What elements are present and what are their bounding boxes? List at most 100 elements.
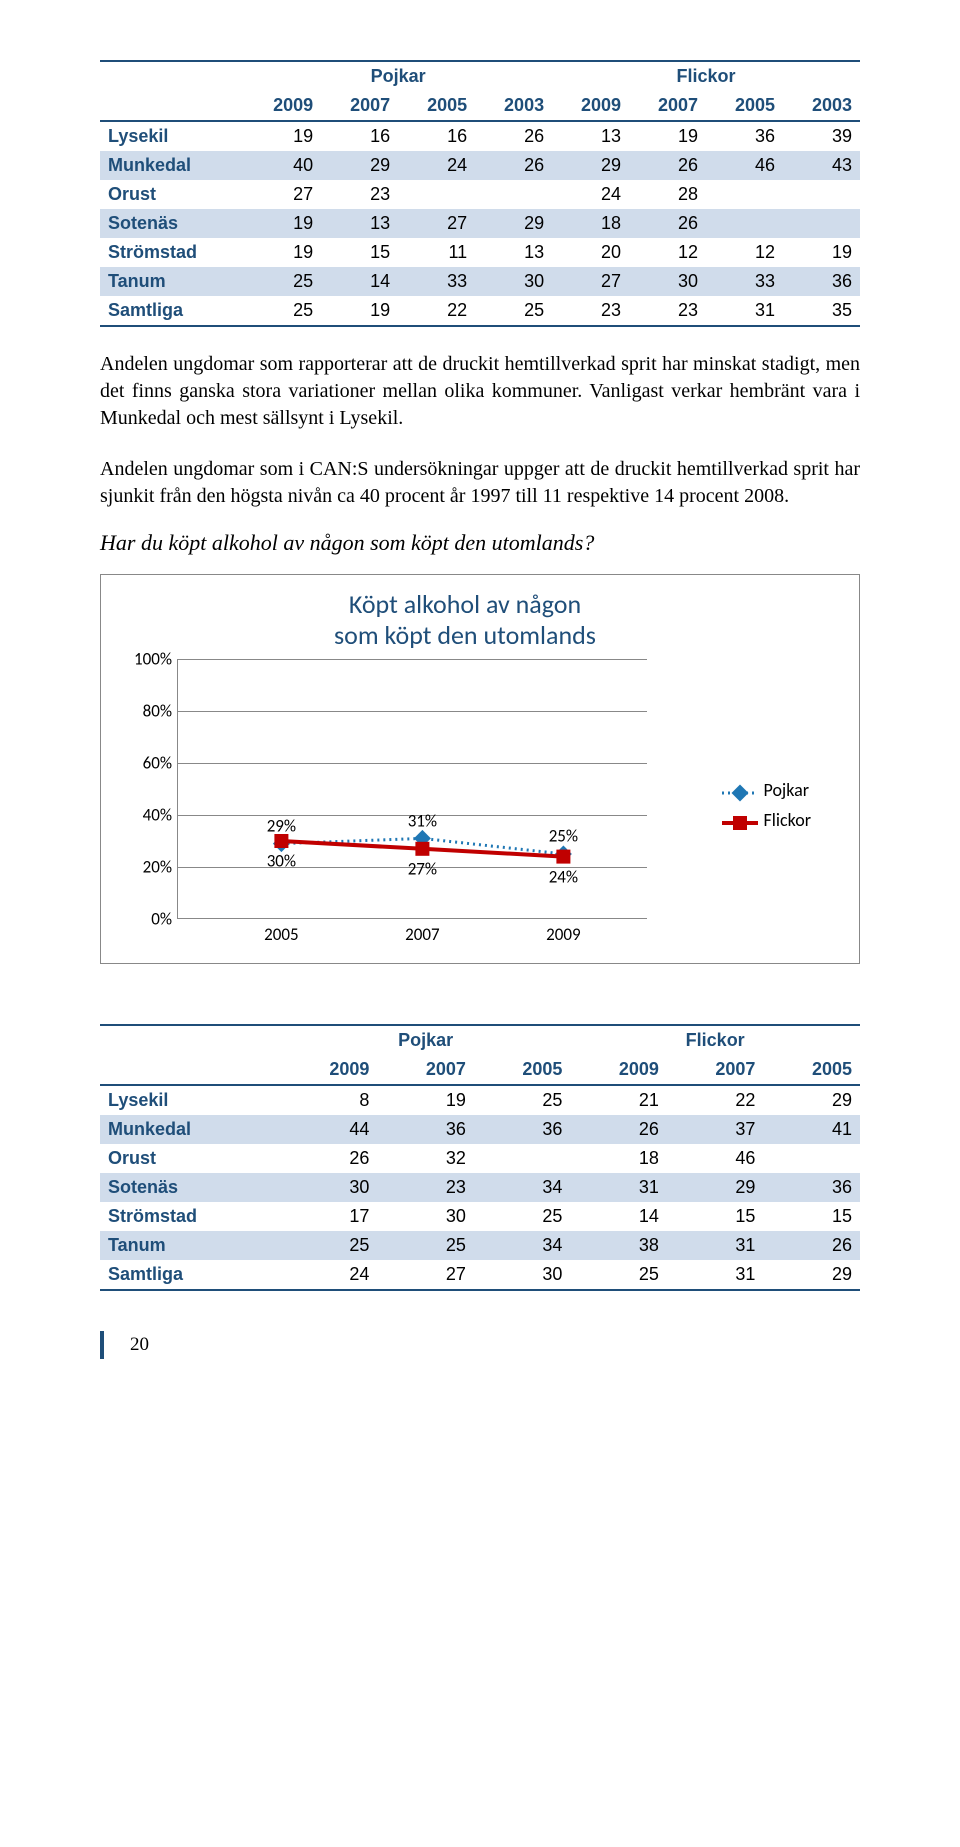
table-cell: 14 (321, 267, 398, 296)
table-cell (706, 180, 783, 209)
table-cell: 27 (398, 209, 475, 238)
table-cell: 19 (244, 209, 321, 238)
table-cell: 25 (475, 296, 552, 326)
table-cell: 20 (552, 238, 629, 267)
chart-title-line1: Köpt alkohol av någon (349, 588, 581, 620)
table-cell: Strömstad (100, 1202, 281, 1231)
table-row: Munkedal4029242629264643 (100, 151, 860, 180)
table-cell: 36 (763, 1173, 860, 1202)
chart-plot: 0%20%40%60%80%100%20052007200929%31%25%3… (177, 659, 702, 949)
column-header: 2005 (763, 1055, 860, 1085)
legend-label: Pojkar (764, 779, 810, 801)
y-tick-label: 20% (143, 857, 172, 878)
table-cell: 31 (570, 1173, 667, 1202)
table-cell: 8 (281, 1085, 378, 1115)
table-cell: 26 (475, 121, 552, 151)
table-cell: 15 (667, 1202, 764, 1231)
table-cell: 13 (475, 238, 552, 267)
table-cell: 30 (474, 1260, 571, 1290)
table-cell: 19 (629, 121, 706, 151)
data-label: 31% (408, 810, 437, 831)
table-cell: 25 (377, 1231, 474, 1260)
table-cell: 15 (321, 238, 398, 267)
table-cell: 30 (377, 1202, 474, 1231)
table-cell: 12 (706, 238, 783, 267)
table-cell: 36 (706, 121, 783, 151)
table-row: Munkedal443636263741 (100, 1115, 860, 1144)
table-cell: 19 (377, 1085, 474, 1115)
column-header: 2005 (706, 91, 783, 121)
table-cell: 44 (281, 1115, 378, 1144)
table-cell: Samtliga (100, 1260, 281, 1290)
table-cell: Munkedal (100, 1115, 281, 1144)
table-row: Sotenäs191327291826 (100, 209, 860, 238)
table-cell: 26 (629, 209, 706, 238)
table-row: Strömstad1915111320121219 (100, 238, 860, 267)
table-cell: 27 (552, 267, 629, 296)
table-cell: 17 (281, 1202, 378, 1231)
table-cell: 29 (763, 1085, 860, 1115)
column-header: 2003 (475, 91, 552, 121)
table-cell: 16 (321, 121, 398, 151)
table-cell: 26 (763, 1231, 860, 1260)
column-header: 2005 (398, 91, 475, 121)
table-row: Lysekil1916162613193639 (100, 121, 860, 151)
table-cell: 22 (667, 1085, 764, 1115)
table-row: Sotenäs302334312936 (100, 1173, 860, 1202)
table-cell: 23 (629, 296, 706, 326)
column-header (100, 1055, 281, 1085)
table-cell: 36 (377, 1115, 474, 1144)
table-cell: 46 (706, 151, 783, 180)
table-row: Samtliga2519222523233135 (100, 296, 860, 326)
table-cell: 32 (377, 1144, 474, 1173)
column-header: 2007 (667, 1055, 764, 1085)
y-tick-label: 40% (143, 805, 172, 826)
table-cell: Orust (100, 180, 244, 209)
table-cell: 12 (629, 238, 706, 267)
data-label: 25% (549, 826, 578, 847)
table-cell: Sotenäs (100, 1173, 281, 1202)
table-cell: 23 (321, 180, 398, 209)
table2-group-pojkar: Pojkar (281, 1025, 571, 1055)
table-cell: 14 (570, 1202, 667, 1231)
table-cell: 30 (629, 267, 706, 296)
table-cell (783, 180, 860, 209)
table-cell: 33 (706, 267, 783, 296)
column-header: 2009 (244, 91, 321, 121)
table-cell: Tanum (100, 267, 244, 296)
table-cell: 13 (552, 121, 629, 151)
paragraph-1: Andelen ungdomar som rapporterar att de … (100, 351, 860, 432)
table-cell: 35 (783, 296, 860, 326)
table1-group-flickor: Flickor (552, 61, 860, 91)
table-cell: 30 (281, 1173, 378, 1202)
table-row: Tanum2514333027303336 (100, 267, 860, 296)
data-label: 24% (549, 866, 578, 887)
table-cell: 24 (552, 180, 629, 209)
table-cell: 24 (281, 1260, 378, 1290)
table-cell (475, 180, 552, 209)
legend-item: Flickor (722, 809, 812, 831)
table-cell: 25 (281, 1231, 378, 1260)
table-cell: 27 (377, 1260, 474, 1290)
table-cell: 22 (398, 296, 475, 326)
table-cell: Strömstad (100, 238, 244, 267)
table-cell (474, 1144, 571, 1173)
y-tick-label: 100% (134, 649, 172, 670)
table-cell: 31 (667, 1260, 764, 1290)
table-cell: 25 (474, 1085, 571, 1115)
page-container: Pojkar Flickor 2009200720052003200920072… (0, 0, 960, 1399)
table-cell: 31 (667, 1231, 764, 1260)
legend-label: Flickor (764, 809, 812, 831)
table-row: Lysekil81925212229 (100, 1085, 860, 1115)
table-cell (398, 180, 475, 209)
table-cell: 24 (398, 151, 475, 180)
table-cell: 41 (763, 1115, 860, 1144)
table-2: Pojkar Flickor 200920072005200920072005 … (100, 1024, 860, 1291)
legend-item: Pojkar (722, 779, 812, 801)
table-cell: 38 (570, 1231, 667, 1260)
column-header: 2003 (783, 91, 860, 121)
column-header: 2009 (552, 91, 629, 121)
table-cell: 27 (244, 180, 321, 209)
table-cell: 34 (474, 1173, 571, 1202)
table-cell: 26 (629, 151, 706, 180)
